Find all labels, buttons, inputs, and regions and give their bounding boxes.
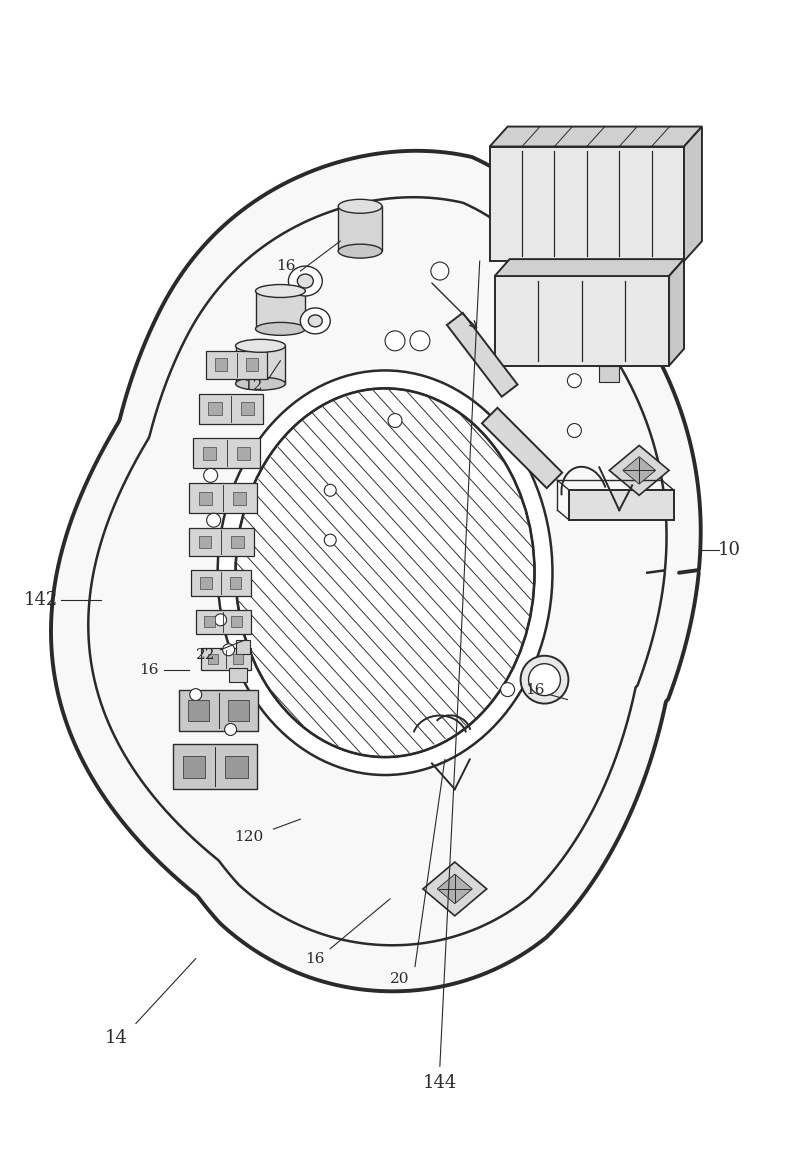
Text: 14: 14	[105, 1030, 127, 1047]
Bar	[196, 610, 250, 634]
Ellipse shape	[235, 377, 286, 390]
Bar	[229, 668, 246, 681]
Text: 12: 12	[242, 378, 262, 392]
Bar	[233, 654, 243, 664]
Circle shape	[410, 331, 430, 351]
Bar	[208, 401, 222, 415]
Polygon shape	[494, 259, 684, 277]
Bar	[208, 654, 218, 664]
Bar	[233, 492, 246, 504]
Circle shape	[190, 688, 202, 701]
Bar	[230, 577, 242, 589]
Bar	[189, 529, 254, 557]
Circle shape	[501, 683, 514, 697]
Ellipse shape	[338, 199, 382, 213]
Text: 10: 10	[718, 541, 740, 559]
Circle shape	[225, 723, 237, 736]
Bar	[182, 756, 205, 778]
Text: 16: 16	[139, 663, 158, 677]
Bar	[255, 292, 306, 329]
Circle shape	[206, 514, 221, 528]
Polygon shape	[610, 445, 669, 495]
Bar	[206, 351, 267, 378]
Text: 22: 22	[196, 648, 215, 662]
Circle shape	[567, 423, 582, 437]
Bar	[570, 491, 674, 521]
Bar	[599, 366, 619, 382]
Text: 16: 16	[276, 259, 295, 273]
Bar	[201, 648, 250, 670]
Bar	[193, 439, 261, 469]
Text: 20: 20	[390, 972, 410, 986]
Bar	[204, 617, 214, 627]
Ellipse shape	[298, 274, 314, 288]
Text: 16: 16	[306, 952, 325, 966]
Bar	[231, 617, 242, 627]
Polygon shape	[423, 862, 486, 916]
Circle shape	[324, 535, 336, 546]
Text: 142: 142	[24, 591, 58, 609]
Bar	[235, 346, 286, 384]
Polygon shape	[482, 407, 562, 488]
Bar	[199, 492, 213, 504]
Bar	[203, 447, 216, 460]
Polygon shape	[622, 457, 656, 484]
Bar	[189, 484, 257, 514]
Polygon shape	[438, 875, 472, 904]
Bar	[246, 359, 258, 371]
Bar	[215, 359, 227, 371]
Polygon shape	[447, 312, 518, 397]
Text: 144: 144	[422, 1074, 457, 1092]
Bar	[198, 536, 211, 548]
Bar	[237, 447, 250, 460]
Bar	[228, 700, 249, 721]
Circle shape	[214, 614, 226, 626]
Polygon shape	[684, 126, 702, 261]
Text: 16: 16	[525, 683, 544, 697]
Bar	[241, 401, 254, 415]
Ellipse shape	[308, 315, 322, 327]
Bar	[490, 147, 684, 261]
Bar	[173, 744, 258, 789]
Ellipse shape	[255, 323, 306, 336]
Polygon shape	[669, 259, 684, 366]
Bar	[188, 700, 209, 721]
Ellipse shape	[529, 664, 561, 695]
Bar	[338, 206, 382, 251]
Bar	[235, 640, 250, 654]
Ellipse shape	[235, 339, 286, 352]
Bar	[178, 690, 258, 731]
Circle shape	[204, 469, 218, 482]
Ellipse shape	[521, 656, 569, 703]
Circle shape	[388, 413, 402, 428]
Circle shape	[385, 331, 405, 351]
Bar	[231, 536, 243, 548]
Circle shape	[431, 263, 449, 280]
Polygon shape	[490, 126, 702, 147]
Ellipse shape	[218, 370, 553, 775]
Circle shape	[222, 643, 234, 656]
Ellipse shape	[338, 244, 382, 258]
Bar	[225, 756, 247, 778]
Bar	[200, 577, 211, 589]
Ellipse shape	[288, 266, 322, 296]
Bar	[198, 393, 263, 423]
Circle shape	[324, 485, 336, 496]
Bar	[190, 570, 250, 596]
Polygon shape	[51, 150, 701, 992]
Ellipse shape	[300, 308, 330, 334]
Ellipse shape	[255, 285, 306, 297]
Ellipse shape	[235, 389, 534, 757]
Bar	[494, 277, 669, 366]
Text: 120: 120	[234, 830, 263, 845]
Circle shape	[567, 374, 582, 388]
